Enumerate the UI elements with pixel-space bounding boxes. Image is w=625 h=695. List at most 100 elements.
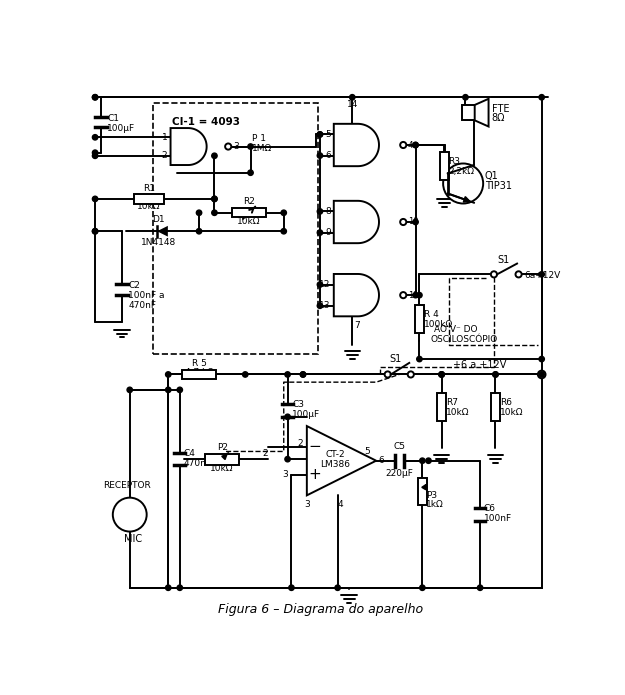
Circle shape <box>300 372 306 377</box>
Bar <box>462 105 475 120</box>
Text: 10kΩ: 10kΩ <box>138 202 161 211</box>
Text: C3: C3 <box>292 400 304 409</box>
Text: 2: 2 <box>262 448 268 457</box>
Circle shape <box>212 196 217 202</box>
Text: 5: 5 <box>325 130 331 139</box>
Circle shape <box>166 372 171 377</box>
Text: 12: 12 <box>319 280 331 289</box>
Text: C1: C1 <box>107 113 119 122</box>
Text: R 5: R 5 <box>192 359 206 368</box>
Text: 6: 6 <box>325 151 331 160</box>
Circle shape <box>539 95 544 100</box>
Text: 3: 3 <box>304 500 310 509</box>
Text: 10: 10 <box>408 218 418 227</box>
Circle shape <box>281 210 286 215</box>
Bar <box>437 393 446 420</box>
Text: S1: S1 <box>497 256 509 265</box>
Text: 1: 1 <box>162 133 168 142</box>
Circle shape <box>300 372 306 377</box>
Text: 10kΩ: 10kΩ <box>211 464 234 473</box>
Text: P 1: P 1 <box>252 134 266 143</box>
Text: 3: 3 <box>282 470 288 479</box>
Circle shape <box>443 163 483 204</box>
Circle shape <box>248 144 253 149</box>
Circle shape <box>462 95 468 100</box>
Circle shape <box>281 229 286 234</box>
Bar <box>418 477 427 505</box>
Circle shape <box>289 585 294 591</box>
Circle shape <box>318 153 322 158</box>
Circle shape <box>248 170 253 175</box>
Text: 4,7 kΩ: 4,7 kΩ <box>184 368 214 377</box>
Circle shape <box>417 357 422 362</box>
Circle shape <box>285 414 290 420</box>
Text: Figura 6 – Diagrama do aparelho: Figura 6 – Diagrama do aparelho <box>217 603 423 616</box>
Circle shape <box>400 142 406 148</box>
Circle shape <box>177 387 182 393</box>
Text: 220μF: 220μF <box>385 468 413 477</box>
Circle shape <box>92 196 98 202</box>
Circle shape <box>242 372 248 377</box>
Text: +: + <box>308 467 321 482</box>
Circle shape <box>516 271 522 277</box>
Text: 13: 13 <box>319 301 331 310</box>
Circle shape <box>492 372 498 377</box>
Circle shape <box>318 282 322 287</box>
Text: OSCILOSCÓPIO: OSCILOSCÓPIO <box>430 335 498 344</box>
Text: 5: 5 <box>364 447 371 456</box>
Circle shape <box>92 135 98 140</box>
Polygon shape <box>171 128 207 165</box>
Text: C5: C5 <box>393 442 405 451</box>
Bar <box>491 393 500 420</box>
Text: MIC: MIC <box>124 534 142 544</box>
Text: CI-1 = 4093: CI-1 = 4093 <box>172 117 240 127</box>
Bar <box>232 208 266 218</box>
Circle shape <box>426 458 431 464</box>
Circle shape <box>92 229 98 234</box>
Text: R 4: R 4 <box>424 310 439 319</box>
Text: R1: R1 <box>143 184 155 193</box>
Text: P2: P2 <box>217 443 227 452</box>
Text: RECEPTOR: RECEPTOR <box>102 481 151 490</box>
Circle shape <box>538 370 546 378</box>
Text: C4: C4 <box>184 448 196 457</box>
Text: R6: R6 <box>500 398 512 407</box>
Circle shape <box>335 585 341 591</box>
Text: LM386: LM386 <box>321 460 351 469</box>
Text: +6 a +12V: +6 a +12V <box>453 360 506 370</box>
Text: TIP31: TIP31 <box>485 181 512 191</box>
Text: 4: 4 <box>408 140 414 149</box>
Text: 1kΩ: 1kΩ <box>426 500 444 509</box>
Bar <box>415 305 424 333</box>
Circle shape <box>127 387 132 393</box>
Circle shape <box>285 457 290 462</box>
Text: S1: S1 <box>389 354 401 364</box>
Circle shape <box>166 387 171 393</box>
Circle shape <box>439 372 444 377</box>
Circle shape <box>491 271 497 277</box>
Circle shape <box>492 372 498 377</box>
Text: 10kΩ: 10kΩ <box>446 409 470 418</box>
Text: 1N4148: 1N4148 <box>141 238 176 247</box>
Circle shape <box>478 585 482 591</box>
Circle shape <box>177 585 182 591</box>
Circle shape <box>439 372 444 377</box>
Bar <box>134 195 164 204</box>
Text: 2: 2 <box>298 439 303 448</box>
Circle shape <box>212 153 217 158</box>
Circle shape <box>384 371 391 377</box>
Text: AO V⁻ DO: AO V⁻ DO <box>434 325 478 334</box>
Polygon shape <box>334 274 379 316</box>
Text: 2: 2 <box>162 152 168 161</box>
Circle shape <box>439 372 444 377</box>
Text: 100μF: 100μF <box>107 124 136 133</box>
Circle shape <box>112 498 147 532</box>
Text: 2,2kΩ: 2,2kΩ <box>449 167 474 177</box>
Circle shape <box>212 210 217 215</box>
Circle shape <box>413 142 418 148</box>
Text: 10kΩ: 10kΩ <box>500 409 524 418</box>
Text: 11: 11 <box>408 291 418 300</box>
Polygon shape <box>157 226 168 236</box>
Text: −: − <box>308 439 321 455</box>
Text: 7: 7 <box>354 321 359 330</box>
